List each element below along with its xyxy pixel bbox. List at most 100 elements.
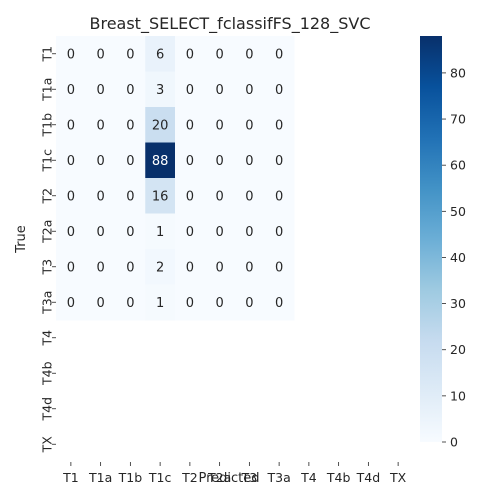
cell-value-label: 0 xyxy=(67,260,75,275)
colorbar-tick-label: 0 xyxy=(450,435,458,450)
x-tick-label: T3a xyxy=(267,470,291,485)
y-tick-label: TX xyxy=(40,436,55,454)
heatmap-cell xyxy=(85,107,116,143)
cell-value-label: 0 xyxy=(126,260,134,275)
heatmap-cell xyxy=(56,142,87,179)
cell-value-label: 0 xyxy=(275,83,283,98)
cell-value-label: 0 xyxy=(96,83,104,98)
heatmap-cell xyxy=(234,71,265,108)
colorbar-tick-label: 10 xyxy=(450,388,466,403)
heatmap-cell xyxy=(56,284,87,321)
colorbar-tick-label: 70 xyxy=(450,112,466,127)
cell-value-label: 0 xyxy=(215,83,223,98)
x-tick-label: T1b xyxy=(118,470,143,485)
x-tick-label: T2 xyxy=(181,470,198,485)
cell-value-label: 0 xyxy=(126,154,134,169)
cell-value-label: 0 xyxy=(275,296,283,311)
heatmap-cell xyxy=(204,178,235,214)
cell-value-label: 0 xyxy=(186,154,194,169)
heatmap-cell xyxy=(204,213,235,250)
cell-value-label: 0 xyxy=(96,47,104,62)
cell-value-label: 0 xyxy=(275,225,283,240)
cell-value-label: 6 xyxy=(156,47,164,62)
heatmap-cell xyxy=(115,249,146,285)
y-tick-label: T4d xyxy=(40,397,55,422)
heatmap-cell xyxy=(56,107,87,143)
cell-value-label: 0 xyxy=(67,189,75,204)
colorbar-tick-label: 20 xyxy=(450,342,466,357)
x-tick-label: T4b xyxy=(326,470,351,485)
cell-value-label: 1 xyxy=(156,225,164,240)
cell-value-label: 0 xyxy=(215,189,223,204)
x-axis-ticks: T1 T1a T1b T1c T2 T2a T3 T3a T4 T4b T4d TX xyxy=(62,462,407,485)
y-tick-label: T1 xyxy=(40,46,55,63)
y-tick-label: T1c xyxy=(40,149,55,173)
heatmap-cell xyxy=(145,284,176,321)
heatmap-cell xyxy=(145,71,176,108)
cell-value-label: 0 xyxy=(215,296,223,311)
colorbar-tick-label: 30 xyxy=(450,296,466,311)
cell-value-label: 0 xyxy=(96,296,104,311)
heatmap-cell xyxy=(264,71,295,108)
cell-value-label: 0 xyxy=(245,47,253,62)
heatmap-cell xyxy=(145,249,176,285)
cell-value-label: 0 xyxy=(96,154,104,169)
heatmap-cell xyxy=(264,107,295,143)
heatmap-cell xyxy=(85,142,116,179)
colorbar-tick-label: 60 xyxy=(450,158,466,173)
heatmap-cell xyxy=(85,71,116,108)
y-axis-ticks: T1 T1a T1b T1c T2 T2a T3 T3a T4 T4b T4d TX xyxy=(40,46,56,454)
cell-value-label: 0 xyxy=(186,47,194,62)
heatmap-cell xyxy=(204,71,235,108)
heatmap-cell xyxy=(175,107,206,143)
x-tick-label: T2a xyxy=(207,470,231,485)
cell-value-label: 0 xyxy=(96,189,104,204)
cell-value-label: 0 xyxy=(215,118,223,133)
cell-value-label: 0 xyxy=(275,118,283,133)
heatmap-cell xyxy=(56,71,87,108)
cell-value-label: 2 xyxy=(156,260,164,275)
heatmap-cell xyxy=(204,36,235,72)
heatmap-cell xyxy=(115,178,146,214)
colorbar-ticks: 0 10 20 30 40 50 60 70 80 xyxy=(442,65,466,450)
cell-value-label: 0 xyxy=(126,189,134,204)
heatmap-cell xyxy=(234,178,265,214)
cell-value-label: 0 xyxy=(215,225,223,240)
cell-value-label: 0 xyxy=(245,225,253,240)
heatmap-cell xyxy=(145,178,176,214)
cell-value-label: 0 xyxy=(275,47,283,62)
heatmap-cell xyxy=(204,284,235,321)
heatmap-cell xyxy=(115,213,146,250)
cell-value-label: 0 xyxy=(186,83,194,98)
cell-value-label: 0 xyxy=(126,47,134,62)
heatmap-cell xyxy=(145,213,176,250)
cell-value-label: 0 xyxy=(96,260,104,275)
y-tick-label: T1b xyxy=(40,113,55,138)
heatmap-cell xyxy=(85,213,116,250)
cell-value-label: 0 xyxy=(126,296,134,311)
cell-value-label: 20 xyxy=(152,118,169,133)
heatmap-cell xyxy=(85,36,116,72)
heatmap-cell xyxy=(175,142,206,179)
heatmap-cell xyxy=(56,213,87,250)
cell-value-label: 0 xyxy=(67,154,75,169)
colorbar-tick-label: 50 xyxy=(450,204,466,219)
heatmap-cell xyxy=(175,249,206,285)
cell-value-label: 0 xyxy=(126,225,134,240)
cell-value-label: 0 xyxy=(275,189,283,204)
heatmap-cell xyxy=(85,284,116,321)
x-axis-label: Predicted xyxy=(198,471,259,486)
cell-value-label: 0 xyxy=(67,118,75,133)
heatmap-cell xyxy=(56,178,87,214)
cell-value-label: 0 xyxy=(215,260,223,275)
y-tick-label: T1a xyxy=(40,78,55,102)
heatmap-cell xyxy=(234,107,265,143)
cell-value-label: 0 xyxy=(96,225,104,240)
heatmap-cell xyxy=(145,142,176,179)
heatmap-cell xyxy=(175,284,206,321)
heatmap-cell xyxy=(234,284,265,321)
heatmap-cell xyxy=(115,71,146,108)
cell-value-label: 0 xyxy=(126,83,134,98)
heatmap-cell xyxy=(264,213,295,250)
